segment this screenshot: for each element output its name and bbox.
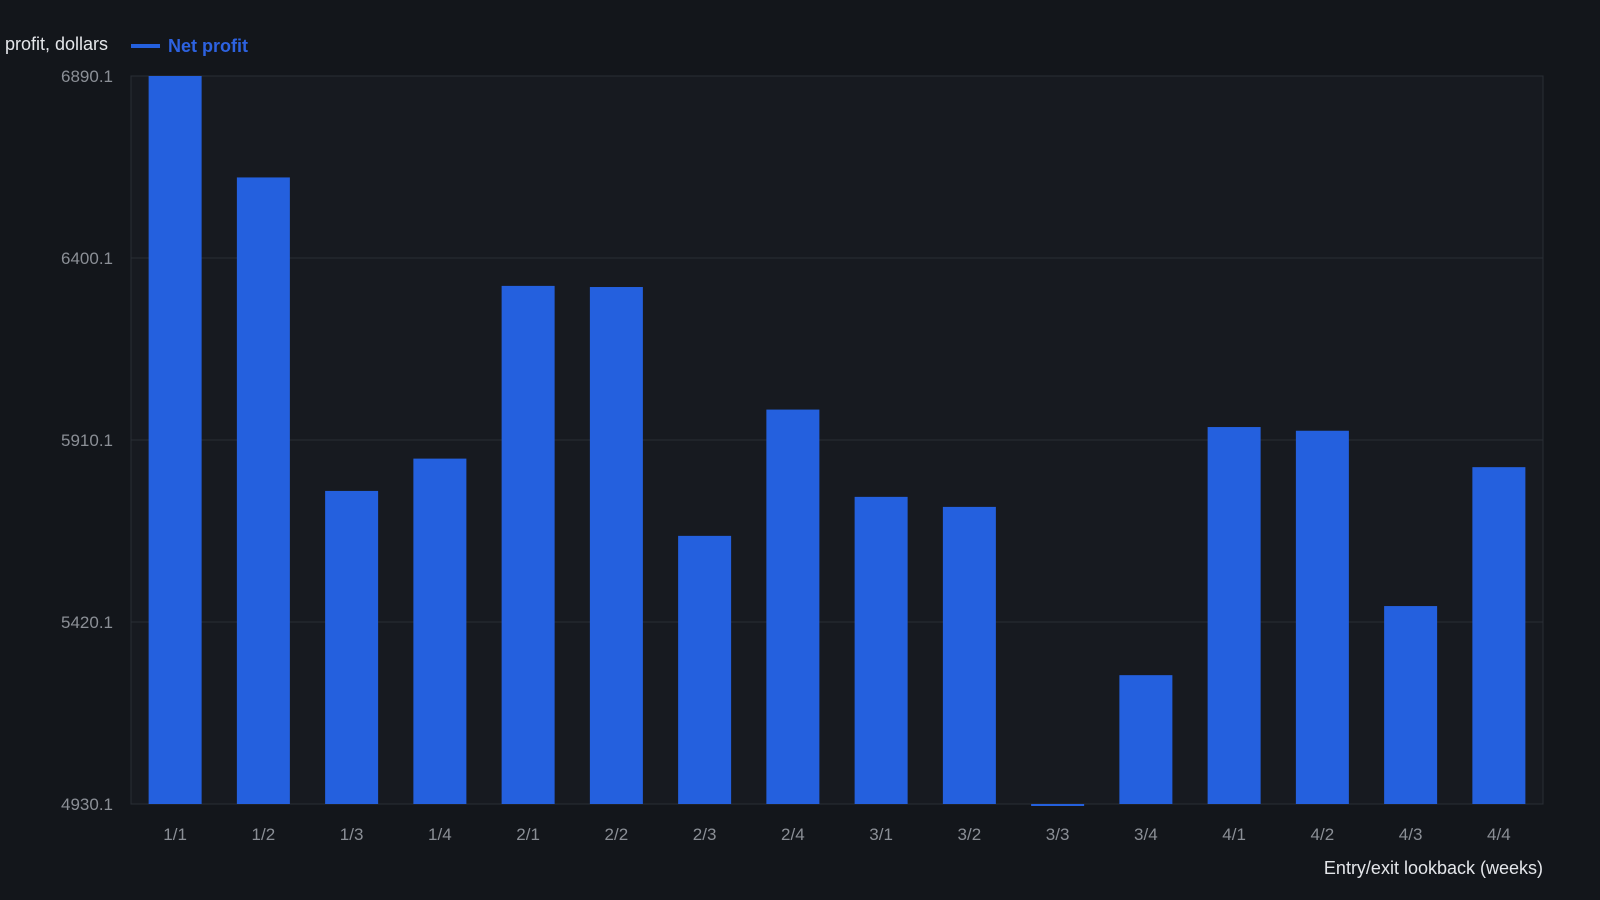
bar-4-1[interactable]: [1207, 427, 1261, 804]
x-tick-label: 1/4: [428, 825, 452, 844]
bar-1-4[interactable]: [413, 458, 467, 804]
x-tick-label: 4/1: [1222, 825, 1246, 844]
bar-4-3[interactable]: [1384, 606, 1438, 804]
x-tick-label: 1/3: [340, 825, 364, 844]
legend[interactable]: Net profit: [131, 36, 248, 56]
x-tick-label: 4/2: [1311, 825, 1335, 844]
x-tick-label: 4/3: [1399, 825, 1423, 844]
x-tick-label: 3/3: [1046, 825, 1070, 844]
y-tick-label: 5420.1: [61, 613, 113, 632]
bar-2-2[interactable]: [589, 287, 643, 805]
bar-2-4[interactable]: [766, 409, 820, 804]
x-axis-ticks: 1/1 1/2 1/3 1/4 2/1 2/2 2/3 2/4 3/1 3/2 3/3 3/4 4/1 4…: [163, 825, 1510, 844]
x-tick-label: 3/4: [1134, 825, 1158, 844]
y-axis-title: profit, dollars: [5, 34, 108, 54]
y-axis-ticks: 4930.1 5420.1 5910.1 6400.1 6890.1: [61, 67, 113, 814]
bar-4-2[interactable]: [1295, 430, 1349, 804]
bar-3-3[interactable]: [1031, 804, 1085, 806]
x-tick-label: 1/2: [252, 825, 276, 844]
legend-label-net-profit: Net profit: [168, 36, 248, 56]
bar-1-2[interactable]: [236, 177, 290, 805]
bar-2-3[interactable]: [678, 535, 732, 804]
x-tick-label: 3/2: [958, 825, 982, 844]
y-tick-label: 6400.1: [61, 249, 113, 268]
y-tick-label: 4930.1: [61, 795, 113, 814]
y-tick-label: 5910.1: [61, 431, 113, 450]
x-tick-label: 4/4: [1487, 825, 1511, 844]
x-tick-label: 2/1: [516, 825, 540, 844]
x-axis-title: Entry/exit lookback (weeks): [1324, 858, 1543, 878]
x-tick-label: 2/4: [781, 825, 805, 844]
y-tick-label: 6890.1: [61, 67, 113, 86]
bars: [148, 76, 1526, 806]
bar-3-4[interactable]: [1119, 675, 1173, 804]
bar-3-1[interactable]: [854, 496, 908, 804]
bar-3-2[interactable]: [942, 506, 996, 804]
bar-2-1[interactable]: [501, 285, 555, 804]
x-tick-label: 1/1: [163, 825, 187, 844]
bar-1-1[interactable]: [148, 76, 202, 804]
x-tick-label: 3/1: [869, 825, 893, 844]
x-tick-label: 2/3: [693, 825, 717, 844]
x-tick-label: 2/2: [605, 825, 629, 844]
bar-1-3[interactable]: [325, 490, 379, 804]
bar-4-4[interactable]: [1472, 467, 1526, 804]
